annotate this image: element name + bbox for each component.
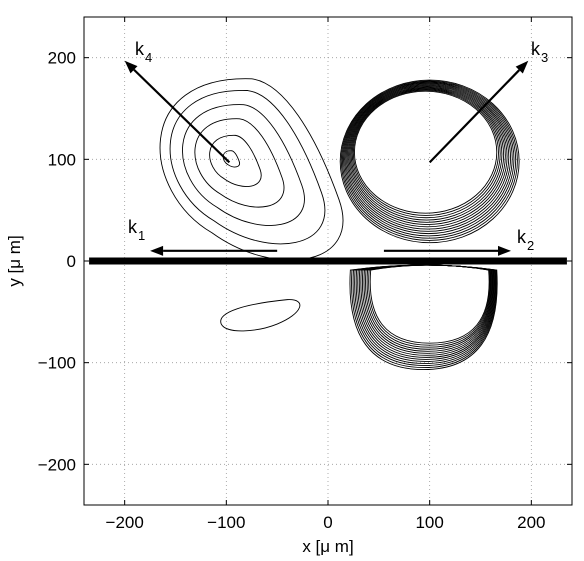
arrow-k3-shaft <box>428 69 521 164</box>
label-k3-sub: 3 <box>541 50 548 65</box>
label-k2-main: k <box>517 227 527 247</box>
arrow-k3-head <box>515 60 529 74</box>
contour-upper-right <box>352 89 499 216</box>
contour-upper-right <box>348 86 506 226</box>
contour-upper-left <box>194 118 285 208</box>
contour-upper-right <box>350 88 503 221</box>
x-tick-label: −100 <box>207 513 245 532</box>
label-k4-sub: 4 <box>145 50 152 65</box>
contour-upper-right <box>339 79 520 244</box>
contour-upper-right <box>351 89 501 219</box>
contour-upper-right <box>345 83 511 232</box>
arrow-k1-head <box>150 245 164 256</box>
contour-lower-left <box>220 299 301 332</box>
label-k3-main: k <box>531 39 541 59</box>
label-k1-sub: 1 <box>138 228 145 243</box>
y-tick-label: −200 <box>38 455 76 474</box>
x-tick-label: 200 <box>517 513 545 532</box>
axis-ticks <box>84 17 572 505</box>
y-tick-label: 100 <box>48 150 76 169</box>
contour-upper-right <box>347 85 508 228</box>
y-tick-label: 200 <box>48 49 76 68</box>
y-axis-title: y [μ m] <box>5 235 24 286</box>
arrow-k2-head <box>498 245 511 256</box>
contour-upper-right <box>346 84 510 230</box>
contour-lines <box>159 78 520 371</box>
contour-upper-right <box>344 83 513 235</box>
contour-upper-right <box>341 81 517 239</box>
x-tick-label: 0 <box>323 513 332 532</box>
x-tick-labels: −200 −100 0 100 200 <box>106 513 546 532</box>
label-k4: k4 <box>135 39 152 65</box>
label-k2: k2 <box>517 227 534 253</box>
label-k3: k3 <box>531 39 548 65</box>
x-tick-label: −200 <box>106 513 144 532</box>
label-k2-sub: 2 <box>527 238 534 253</box>
contour-upper-left <box>169 90 326 245</box>
x-axis-title: x [μ m] <box>302 537 353 556</box>
contour-upper-right <box>349 87 505 223</box>
contour-upper-left <box>209 134 262 187</box>
contour-upper-right <box>343 82 515 237</box>
arrow-k4-head <box>124 60 138 74</box>
contour-lower-right <box>369 264 490 344</box>
y-tick-label: 0 <box>67 252 76 271</box>
contour-upper-left <box>182 104 305 226</box>
y-tick-labels: −200 −100 0 100 200 <box>38 49 76 475</box>
x-tick-label: 100 <box>415 513 443 532</box>
contour-upper-right <box>353 90 498 214</box>
arrow-k4-shaft <box>133 68 231 164</box>
contour-upper-right <box>340 80 518 241</box>
label-k4-main: k <box>135 39 145 59</box>
y-tick-label: −100 <box>38 354 76 373</box>
label-k1-main: k <box>128 217 138 237</box>
label-k1: k1 <box>128 217 145 243</box>
